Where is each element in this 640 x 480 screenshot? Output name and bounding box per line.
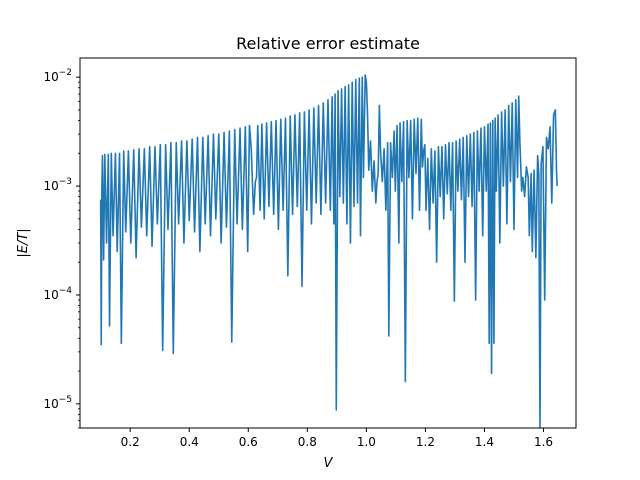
x-axis-label: V xyxy=(324,456,334,471)
y-tick-exponent: −3 xyxy=(59,177,72,187)
y-tick-label: 10−2 xyxy=(43,68,72,84)
y-tick-exponent: −2 xyxy=(59,68,72,78)
y-tick-exponent: −5 xyxy=(59,395,72,405)
x-tick-label: 1.4 xyxy=(475,435,494,449)
x-tick-label: 0.2 xyxy=(121,435,140,449)
x-tick-label: 0.4 xyxy=(180,435,199,449)
y-tick-label: 10−4 xyxy=(43,286,72,302)
series-layer xyxy=(99,74,558,428)
y-tick-label: 10−3 xyxy=(43,177,72,193)
y-axis: 10−510−410−310−2 xyxy=(43,68,80,429)
y-tick-base: 10 xyxy=(43,179,58,193)
y-tick-base: 10 xyxy=(43,70,58,84)
x-axis: 0.2 0.4 0.6 0.8 1.0 1.2 1.4 1.6 xyxy=(121,428,553,449)
y-tick-base: 10 xyxy=(43,288,58,302)
x-tick-label: 1.2 xyxy=(416,435,435,449)
x-tick-label: 0.6 xyxy=(239,435,258,449)
x-tick-label: 1.6 xyxy=(534,435,553,449)
y-axis-label: |E/T| xyxy=(16,228,31,257)
y-tick-label: 10−5 xyxy=(43,395,72,411)
x-tick-label: 1.0 xyxy=(357,435,376,449)
series-line-0 xyxy=(99,74,558,428)
chart-title: Relative error estimate xyxy=(236,34,420,53)
x-tick-label: 0.8 xyxy=(298,435,317,449)
y-tick-exponent: −4 xyxy=(59,286,73,296)
y-tick-base: 10 xyxy=(43,397,58,411)
